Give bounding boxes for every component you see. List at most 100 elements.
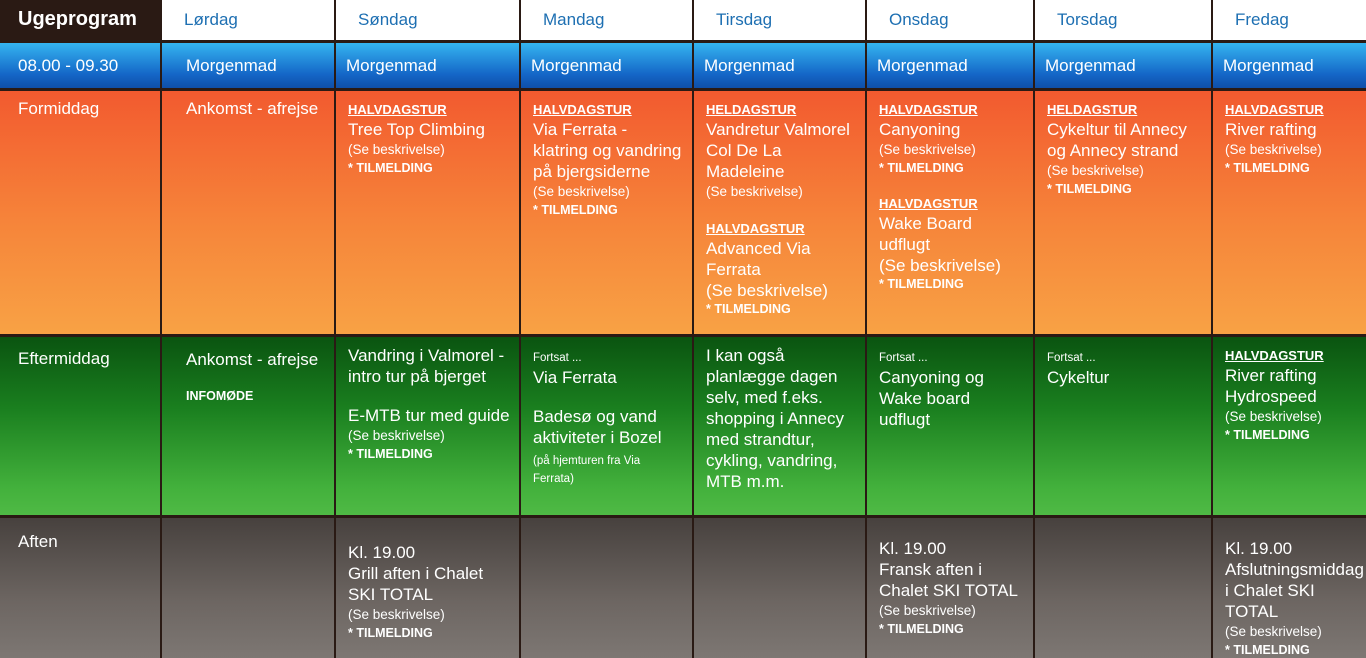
breakfast-monday: Morgenmad — [521, 43, 692, 88]
activity-title: I kan også planlægge dagen selv, med f.e… — [706, 346, 844, 491]
breakfast-sunday: Morgenmad — [336, 43, 519, 88]
formiddag-friday: HALVDAGSTUR River rafting (Se beskrivels… — [1213, 91, 1366, 334]
activity-title: Grill aften i Chalet SKI TOTAL — [348, 564, 484, 604]
signup-note: * TILMELDING — [1225, 161, 1310, 175]
see-description: (Se beskrivelse) — [1225, 142, 1322, 157]
activity-title: Canyoning og Wake board udflugt — [879, 368, 984, 429]
activity-title: Vandring i Valmorel - intro tur på bjerg… — [348, 346, 505, 386]
tour-type: HELDAGSTUR — [1047, 102, 1138, 117]
activity-title: Afslutningsmiddag i Chalet SKI TOTAL — [1225, 560, 1364, 621]
activity-title: Canyoning — [879, 120, 961, 139]
activity-title: Cykeltur — [1047, 368, 1110, 387]
see-description: (Se beskrivelse) — [706, 184, 803, 199]
day-header-sunday: Søndag — [336, 0, 519, 40]
signup-note: * TILMELDING — [533, 203, 618, 217]
signup-note: * TILMELDING — [1225, 643, 1310, 657]
see-description: (Se beskrivelse) — [879, 256, 1001, 275]
aften-sunday: Kl. 19.00 Grill aften i Chalet SKI TOTAL… — [336, 518, 519, 658]
eftermiddag-saturday: Ankomst - afrejse INFOMØDE — [162, 337, 334, 515]
signup-note: * TILMELDING — [348, 161, 433, 175]
tour-type: HELDAGSTUR — [706, 102, 797, 117]
breakfast-tuesday: Morgenmad — [694, 43, 865, 88]
continued-note: Fortsat ... — [1047, 352, 1096, 364]
eftermiddag-wednesday: Fortsat ... Canyoning og Wake board udfl… — [867, 337, 1033, 515]
activity-title: Vandretur Valmorel Col De La Madeleine — [706, 120, 850, 181]
tour-type: HALVDAGSTUR — [348, 102, 447, 117]
aften-tuesday — [694, 518, 865, 658]
see-description: (Se beskrivelse) — [879, 142, 976, 157]
see-description: (Se beskrivelse) — [1225, 409, 1322, 424]
formiddag-tuesday: HELDAGSTUR Vandretur Valmorel Col De La … — [694, 91, 865, 334]
tour-type: HALVDAGSTUR — [706, 221, 805, 236]
breakfast-saturday: Morgenmad — [162, 43, 334, 88]
tour-type: HALVDAGSTUR — [1225, 348, 1324, 363]
continued-note: Fortsat ... — [879, 352, 928, 364]
activity-note: (på hjemturen fra Via Ferrata) — [533, 455, 641, 485]
day-header-friday: Fredag — [1213, 0, 1366, 40]
activity-title: Via Ferrata - klatring og vandring på bj… — [533, 120, 682, 181]
day-header-wednesday: Onsdag — [867, 0, 1033, 40]
activity-title: Badesø og vand aktiviteter i Bozel — [533, 407, 662, 447]
activity-title: E-MTB tur med guide — [348, 406, 510, 425]
event-time: Kl. 19.00 — [1225, 539, 1293, 558]
tour-type: HALVDAGSTUR — [533, 102, 632, 117]
signup-note: * TILMELDING — [879, 277, 964, 291]
activity-title: Cykeltur til Annecy og Annecy strand — [1047, 120, 1187, 160]
activity-title: Via Ferrata — [533, 368, 617, 387]
signup-note: * TILMELDING — [348, 447, 433, 461]
formiddag-saturday: Ankomst - afrejse — [162, 91, 334, 334]
arrival-text: Ankomst - afrejse — [186, 99, 319, 118]
see-description: (Se beskrivelse) — [348, 428, 445, 443]
activity-title: Advanced Via Ferrata — [706, 239, 811, 279]
row-label-aften: Aften — [0, 518, 160, 658]
see-description: (Se beskrivelse) — [1225, 624, 1322, 639]
continued-note: Fortsat ... — [533, 352, 582, 364]
aften-monday — [521, 518, 692, 658]
see-description: (Se beskrivelse) — [879, 603, 976, 618]
signup-note: * TILMELDING — [1047, 182, 1132, 196]
row-label-eftermiddag: Eftermiddag — [0, 337, 160, 515]
aften-wednesday: Kl. 19.00 Fransk aften i Chalet SKI TOTA… — [867, 518, 1033, 658]
see-description: (Se beskrivelse) — [348, 607, 445, 622]
see-description: (Se beskrivelse) — [1047, 163, 1144, 178]
eftermiddag-friday: HALVDAGSTUR River rafting Hydrospeed (Se… — [1213, 337, 1366, 515]
program-title: Ugeprogram — [0, 0, 160, 40]
arrival-text: Ankomst - afrejse — [186, 350, 319, 369]
see-description: (Se beskrivelse) — [706, 281, 828, 300]
day-header-saturday: Lørdag — [162, 0, 334, 40]
eftermiddag-monday: Fortsat ... Via Ferrata Badesø og vand a… — [521, 337, 692, 515]
signup-note: * TILMELDING — [879, 622, 964, 636]
breakfast-friday: Morgenmad — [1213, 43, 1366, 88]
formiddag-monday: HALVDAGSTUR Via Ferrata - klatring og va… — [521, 91, 692, 334]
see-description: (Se beskrivelse) — [533, 184, 630, 199]
breakfast-thursday: Morgenmad — [1035, 43, 1211, 88]
aften-friday: Kl. 19.00 Afslutningsmiddag i Chalet SKI… — [1213, 518, 1366, 658]
tour-type: HALVDAGSTUR — [879, 196, 978, 211]
breakfast-wednesday: Morgenmad — [867, 43, 1033, 88]
eftermiddag-sunday: Vandring i Valmorel - intro tur på bjerg… — [336, 337, 519, 515]
formiddag-thursday: HELDAGSTUR Cykeltur til Annecy og Annecy… — [1035, 91, 1211, 334]
aften-thursday — [1035, 518, 1211, 658]
activity-title: Fransk aften i Chalet SKI TOTAL — [879, 560, 1018, 600]
event-time: Kl. 19.00 — [348, 543, 416, 562]
breakfast-time: 08.00 - 09.30 — [0, 43, 160, 88]
tour-type: HALVDAGSTUR — [1225, 102, 1324, 117]
eftermiddag-tuesday: I kan også planlægge dagen selv, med f.e… — [694, 337, 865, 515]
day-header-tuesday: Tirsdag — [694, 0, 865, 40]
signup-note: * TILMELDING — [879, 161, 964, 175]
event-time: Kl. 19.00 — [879, 539, 947, 558]
info-meeting: INFOMØDE — [186, 389, 254, 403]
day-header-thursday: Torsdag — [1035, 0, 1211, 40]
eftermiddag-thursday: Fortsat ... Cykeltur — [1035, 337, 1211, 515]
signup-note: * TILMELDING — [706, 302, 791, 316]
signup-note: * TILMELDING — [1225, 428, 1310, 442]
tour-type: HALVDAGSTUR — [879, 102, 978, 117]
activity-title: Wake Board udflugt — [879, 214, 972, 254]
activity-title: River rafting Hydrospeed — [1225, 366, 1317, 406]
activity-title: Tree Top Climbing — [348, 120, 486, 139]
signup-note: * TILMELDING — [348, 626, 433, 640]
see-description: (Se beskrivelse) — [348, 142, 445, 157]
activity-title: River rafting — [1225, 120, 1317, 139]
formiddag-wednesday: HALVDAGSTUR Canyoning (Se beskrivelse) *… — [867, 91, 1033, 334]
